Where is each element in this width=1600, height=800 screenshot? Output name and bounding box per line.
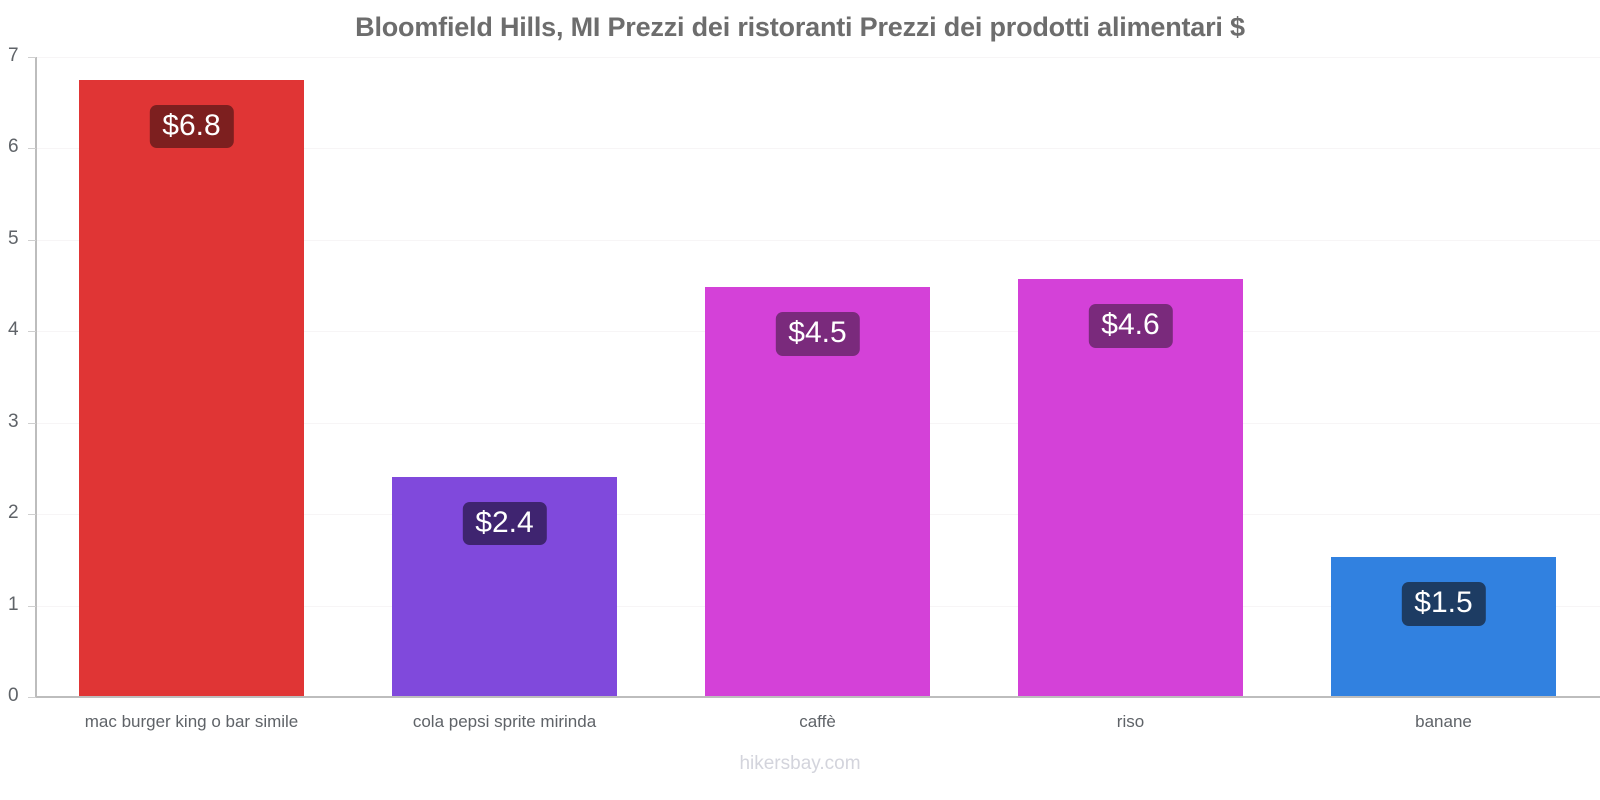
page-title: Bloomfield Hills, MI Prezzi dei ristoran… <box>355 12 1245 42</box>
bar[interactable]: $6.8 <box>79 79 304 697</box>
y-axis-tick-label: 2 <box>8 502 19 524</box>
bar[interactable]: $1.5 <box>1331 557 1556 697</box>
x-axis-tick-label: caffè <box>799 712 836 731</box>
y-axis-tick-mark <box>28 239 36 241</box>
bar[interactable]: $4.5 <box>705 287 930 697</box>
y-axis-tick-mark <box>28 57 36 58</box>
y-axis-tick-label: 1 <box>8 593 19 615</box>
y-axis-tick-label: 7 <box>8 45 19 66</box>
x-axis-tick-label: mac burger king o bar simile <box>84 712 299 731</box>
bar-value-label: $1.5 <box>1401 582 1486 626</box>
y-axis-tick-mark <box>28 697 36 698</box>
bar-value-label: $4.6 <box>1088 304 1173 348</box>
bar-value-label: $6.8 <box>149 104 234 149</box>
y-axis-tick-label: 6 <box>8 136 19 158</box>
y-axis-tick-label: 4 <box>8 319 19 341</box>
bar-value-label: $4.5 <box>775 312 860 356</box>
y-axis-tick-label: 3 <box>8 410 19 432</box>
y-axis-tick-mark <box>28 605 36 607</box>
x-axis-tick-label: banane <box>1415 712 1472 731</box>
bar[interactable]: $2.4 <box>392 476 617 697</box>
y-axis-tick-mark <box>28 331 36 333</box>
source-watermark: hikersbay.com <box>739 753 861 774</box>
bar-value-label: $2.4 <box>462 501 547 546</box>
x-axis-tick-label: cola pepsi sprite mirinda <box>412 712 597 731</box>
gridline <box>35 148 1600 150</box>
y-axis-tick-mark <box>28 514 36 516</box>
gridline <box>35 57 1600 58</box>
y-axis-line <box>35 57 37 698</box>
y-axis-tick-mark <box>28 148 36 150</box>
x-axis-tick-label: riso <box>1116 712 1145 731</box>
gridline <box>35 239 1600 241</box>
y-axis-tick-label: 5 <box>8 227 19 249</box>
y-axis-tick-mark <box>28 422 36 424</box>
bar[interactable]: $4.6 <box>1018 279 1243 697</box>
plot-area: $6.8 $2.4 $4.5 $4.6 $1.5 <box>35 57 1600 697</box>
x-axis-line <box>35 696 1600 698</box>
y-axis-tick-label: 0 <box>8 685 19 706</box>
